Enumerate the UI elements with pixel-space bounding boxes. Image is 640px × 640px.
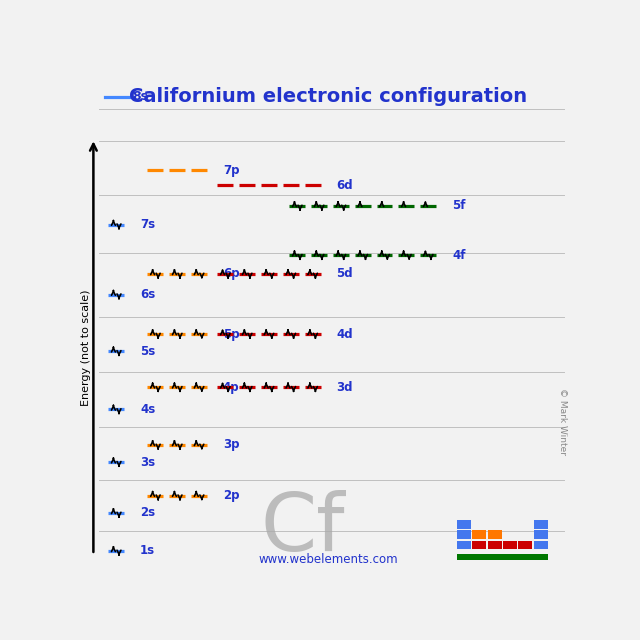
Text: 2s: 2s xyxy=(140,506,155,520)
Text: 1s: 1s xyxy=(140,545,155,557)
Text: www.webelements.com: www.webelements.com xyxy=(258,553,398,566)
Text: 3p: 3p xyxy=(223,438,239,451)
Text: 5d: 5d xyxy=(337,268,353,280)
Bar xyxy=(518,541,532,549)
Text: © Mark Winter: © Mark Winter xyxy=(557,388,566,455)
Text: 5f: 5f xyxy=(452,200,465,212)
Text: 7s: 7s xyxy=(140,218,155,231)
Text: Californium electronic configuration: Californium electronic configuration xyxy=(129,87,527,106)
Text: 6d: 6d xyxy=(337,179,353,192)
Bar xyxy=(534,541,548,549)
Text: 4f: 4f xyxy=(452,249,465,262)
Bar xyxy=(488,541,502,549)
Text: 5s: 5s xyxy=(140,345,156,358)
Bar xyxy=(472,541,486,549)
Text: Energy (not to scale): Energy (not to scale) xyxy=(81,289,91,406)
Bar xyxy=(534,530,548,539)
Text: 5p: 5p xyxy=(223,328,239,340)
Bar xyxy=(457,554,548,560)
Text: 2p: 2p xyxy=(223,489,239,502)
Text: 4p: 4p xyxy=(223,381,239,394)
Bar xyxy=(488,530,502,539)
Bar xyxy=(472,530,486,539)
Bar xyxy=(457,541,471,549)
Text: 4s: 4s xyxy=(140,403,156,416)
Text: 3d: 3d xyxy=(337,381,353,394)
Text: 3s: 3s xyxy=(140,456,155,468)
Bar xyxy=(457,530,471,539)
Text: 6s: 6s xyxy=(140,288,156,301)
Bar xyxy=(457,520,471,529)
Text: 6p: 6p xyxy=(223,268,239,280)
Bar xyxy=(503,541,517,549)
Text: 7p: 7p xyxy=(223,164,239,177)
Bar xyxy=(534,520,548,529)
Text: 8s: 8s xyxy=(132,90,148,103)
Text: Cf: Cf xyxy=(261,490,346,568)
Text: 4d: 4d xyxy=(337,328,353,340)
